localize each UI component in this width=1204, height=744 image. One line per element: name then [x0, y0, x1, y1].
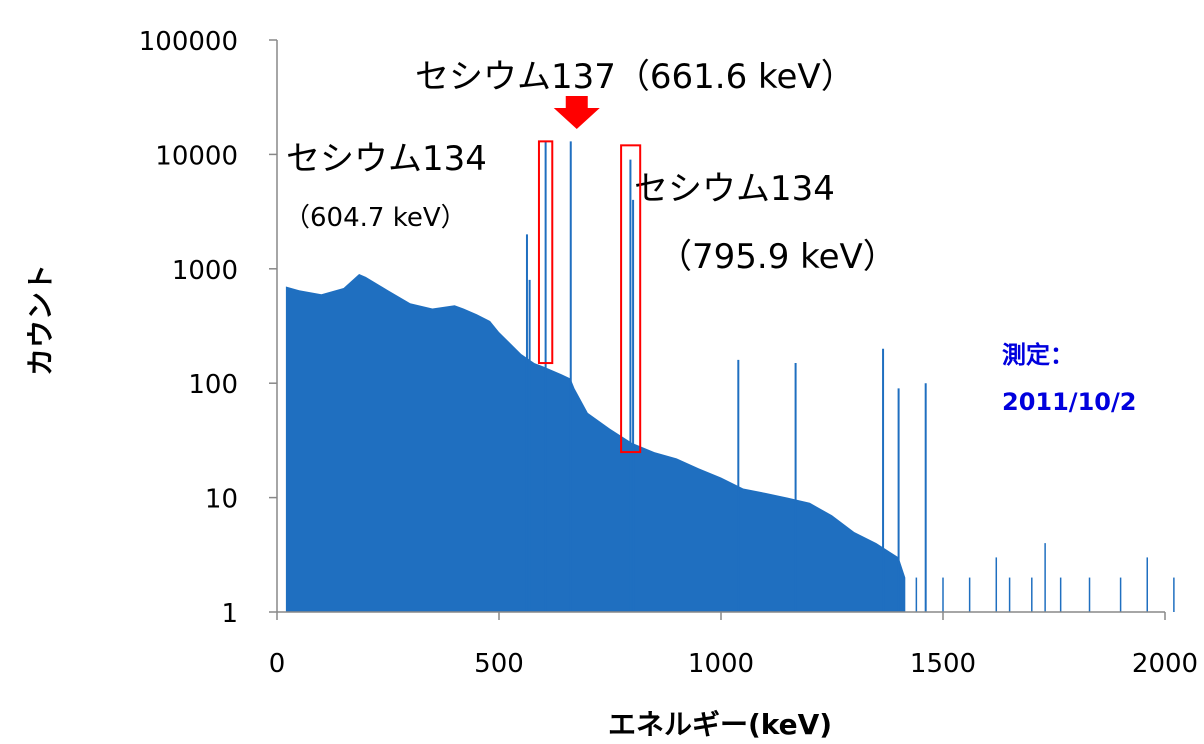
x-axis-title: エネルギー(keV) — [608, 708, 832, 741]
x-tick-label-4: 2000 — [1132, 649, 1198, 679]
measurement-note-date: 2011/10/2 — [1002, 388, 1136, 416]
cs134-796-energy: （795.9 keV） — [658, 237, 897, 277]
cs137-arrow-icon — [553, 96, 600, 129]
x-tick-label-3: 1500 — [910, 649, 976, 679]
cs134-605-energy: （604.7 keV） — [284, 203, 467, 233]
cs134-605-name: セシウム134 — [286, 139, 487, 179]
spectrum-bars — [285, 141, 1175, 612]
y-tick-label-5: 100000 — [139, 27, 238, 57]
cs134-605-highlight-box — [537, 140, 554, 365]
y-tick-label-4: 10000 — [155, 141, 238, 171]
cs134-796-highlight-box — [620, 144, 642, 454]
cs134-796-name: セシウム134 — [634, 169, 835, 209]
y-tick-label-2: 100 — [188, 370, 238, 400]
y-tick-label-1: 10 — [205, 485, 238, 515]
x-tick-label-0: 0 — [269, 649, 286, 679]
tick-labels: 0 500 1000 1500 2000 1 10 100 1000 10000 100000 — [139, 27, 1198, 679]
y-axis-title: カウント — [24, 264, 57, 376]
annotations: セシウム137（661.6 keV） セシウム134 （604.7 keV） セ… — [284, 57, 897, 454]
measurement-note-label: 測定： — [1002, 341, 1074, 369]
x-tick-label-2: 1000 — [688, 649, 754, 679]
x-tick-label-1: 500 — [474, 649, 524, 679]
y-tick-label-3: 1000 — [172, 256, 238, 286]
y-tick-label-0: 1 — [221, 599, 238, 629]
cs137-label: セシウム137（661.6 keV） — [415, 57, 855, 97]
continuum-area — [285, 274, 906, 612]
